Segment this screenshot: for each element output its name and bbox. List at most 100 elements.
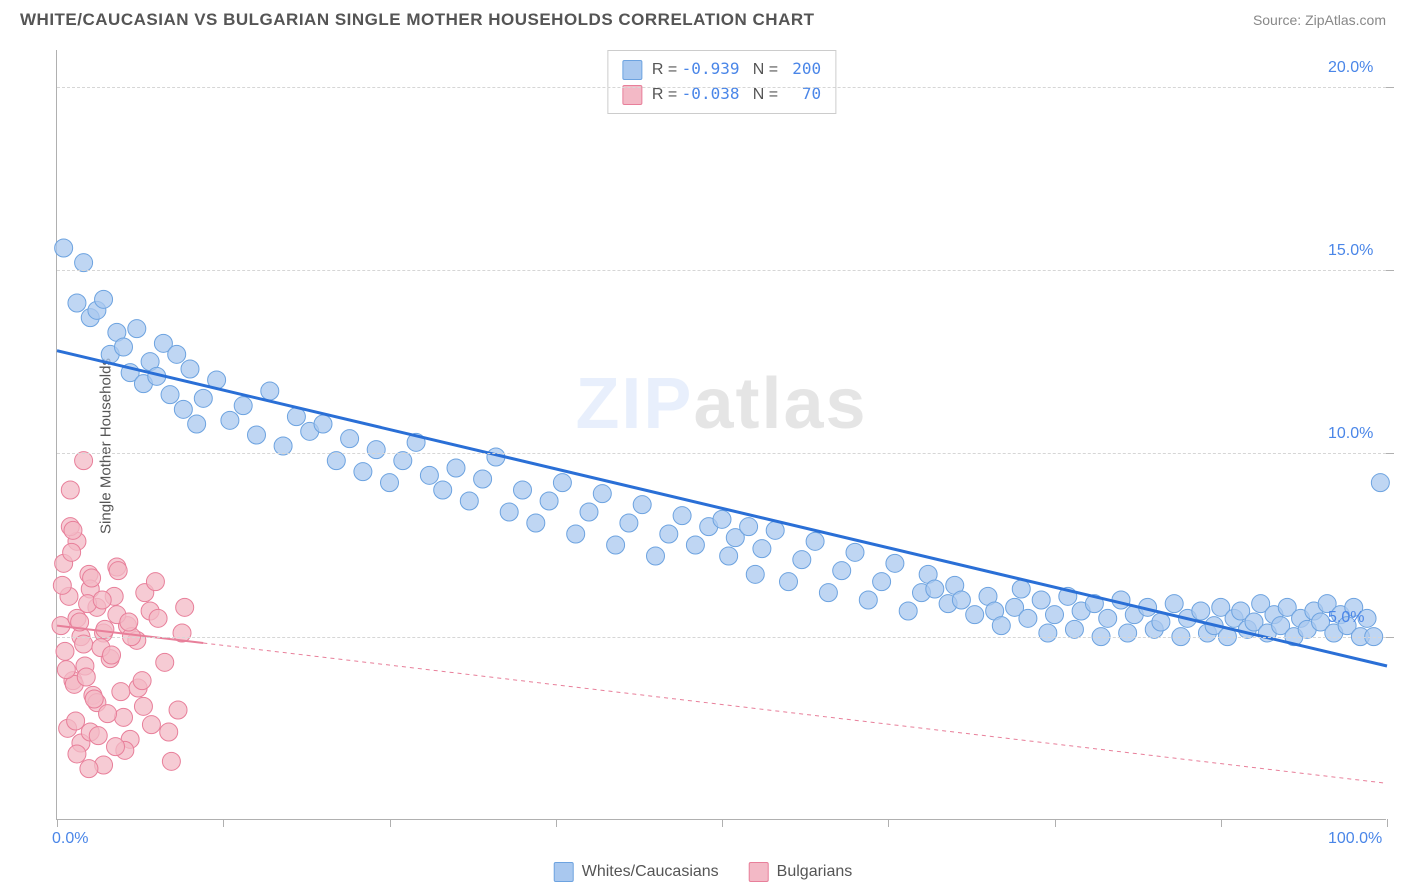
data-point (833, 562, 851, 580)
data-point (1032, 591, 1050, 609)
data-point (1165, 595, 1183, 613)
data-point (926, 580, 944, 598)
data-point (109, 562, 127, 580)
data-point (162, 752, 180, 770)
data-point (115, 708, 133, 726)
x-tick (556, 819, 557, 827)
gridline (57, 453, 1386, 454)
data-point (873, 573, 891, 591)
data-point (1065, 620, 1083, 638)
data-point (500, 503, 518, 521)
data-point (75, 635, 93, 653)
data-point (107, 738, 125, 756)
data-point (367, 441, 385, 459)
data-point (1371, 474, 1389, 492)
y-tick-label: 15.0% (1328, 242, 1373, 260)
x-tick (1055, 819, 1056, 827)
data-point (327, 452, 345, 470)
stats-row: R = -0.939 N = 200 (622, 57, 821, 82)
data-point (96, 620, 114, 638)
data-point (120, 613, 138, 631)
data-point (1152, 613, 1170, 631)
data-point (720, 547, 738, 565)
data-point (53, 576, 71, 594)
data-point (1039, 624, 1057, 642)
data-point (149, 609, 167, 627)
data-point (99, 705, 117, 723)
data-point (806, 532, 824, 550)
x-tick (722, 819, 723, 827)
data-point (527, 514, 545, 532)
data-point (64, 521, 82, 539)
data-point (766, 521, 784, 539)
data-point (314, 415, 332, 433)
legend-item: Bulgarians (749, 862, 853, 882)
gridline (57, 87, 1386, 88)
data-point (447, 459, 465, 477)
data-point (1012, 580, 1030, 598)
legend-label: Bulgarians (777, 863, 853, 881)
data-point (567, 525, 585, 543)
data-point (1046, 606, 1064, 624)
data-point (819, 584, 837, 602)
data-point (61, 481, 79, 499)
legend-swatch (749, 862, 769, 882)
data-point (133, 672, 151, 690)
data-point (899, 602, 917, 620)
data-point (274, 437, 292, 455)
x-tick (888, 819, 889, 827)
data-point (156, 653, 174, 671)
data-point (142, 716, 160, 734)
data-point (673, 507, 691, 525)
legend-swatch (554, 862, 574, 882)
data-point (248, 426, 266, 444)
data-point (992, 617, 1010, 635)
data-point (713, 510, 731, 528)
data-point (354, 463, 372, 481)
data-point (146, 573, 164, 591)
data-point (80, 760, 98, 778)
data-point (176, 598, 194, 616)
data-point (1019, 609, 1037, 627)
data-point (647, 547, 665, 565)
data-point (514, 481, 532, 499)
data-point (420, 466, 438, 484)
data-point (620, 514, 638, 532)
data-point (686, 536, 704, 554)
data-point (85, 690, 103, 708)
x-tick-label: 0.0% (52, 830, 88, 848)
y-tick-label: 20.0% (1328, 59, 1373, 77)
data-point (580, 503, 598, 521)
data-point (67, 712, 85, 730)
data-point (859, 591, 877, 609)
chart-source: Source: ZipAtlas.com (1253, 12, 1386, 28)
data-point (181, 360, 199, 378)
data-point (112, 683, 130, 701)
x-tick (57, 819, 58, 827)
bottom-legend: Whites/CaucasiansBulgarians (554, 862, 853, 882)
data-point (633, 496, 651, 514)
y-tick-label: 10.0% (1328, 425, 1373, 443)
data-point (394, 452, 412, 470)
data-point (234, 397, 252, 415)
data-point (746, 565, 764, 583)
data-point (68, 745, 86, 763)
data-point (63, 543, 81, 561)
data-point (169, 701, 187, 719)
x-tick (390, 819, 391, 827)
data-point (68, 294, 86, 312)
data-point (460, 492, 478, 510)
data-point (341, 430, 359, 448)
data-point (593, 485, 611, 503)
series-swatch (622, 60, 642, 80)
data-point (161, 386, 179, 404)
trend-line-dashed (203, 643, 1387, 783)
x-tick (1221, 819, 1222, 827)
data-point (952, 591, 970, 609)
data-point (75, 452, 93, 470)
data-point (261, 382, 279, 400)
trend-line (57, 351, 1387, 666)
data-point (886, 554, 904, 572)
data-point (966, 606, 984, 624)
gridline (57, 637, 1386, 638)
